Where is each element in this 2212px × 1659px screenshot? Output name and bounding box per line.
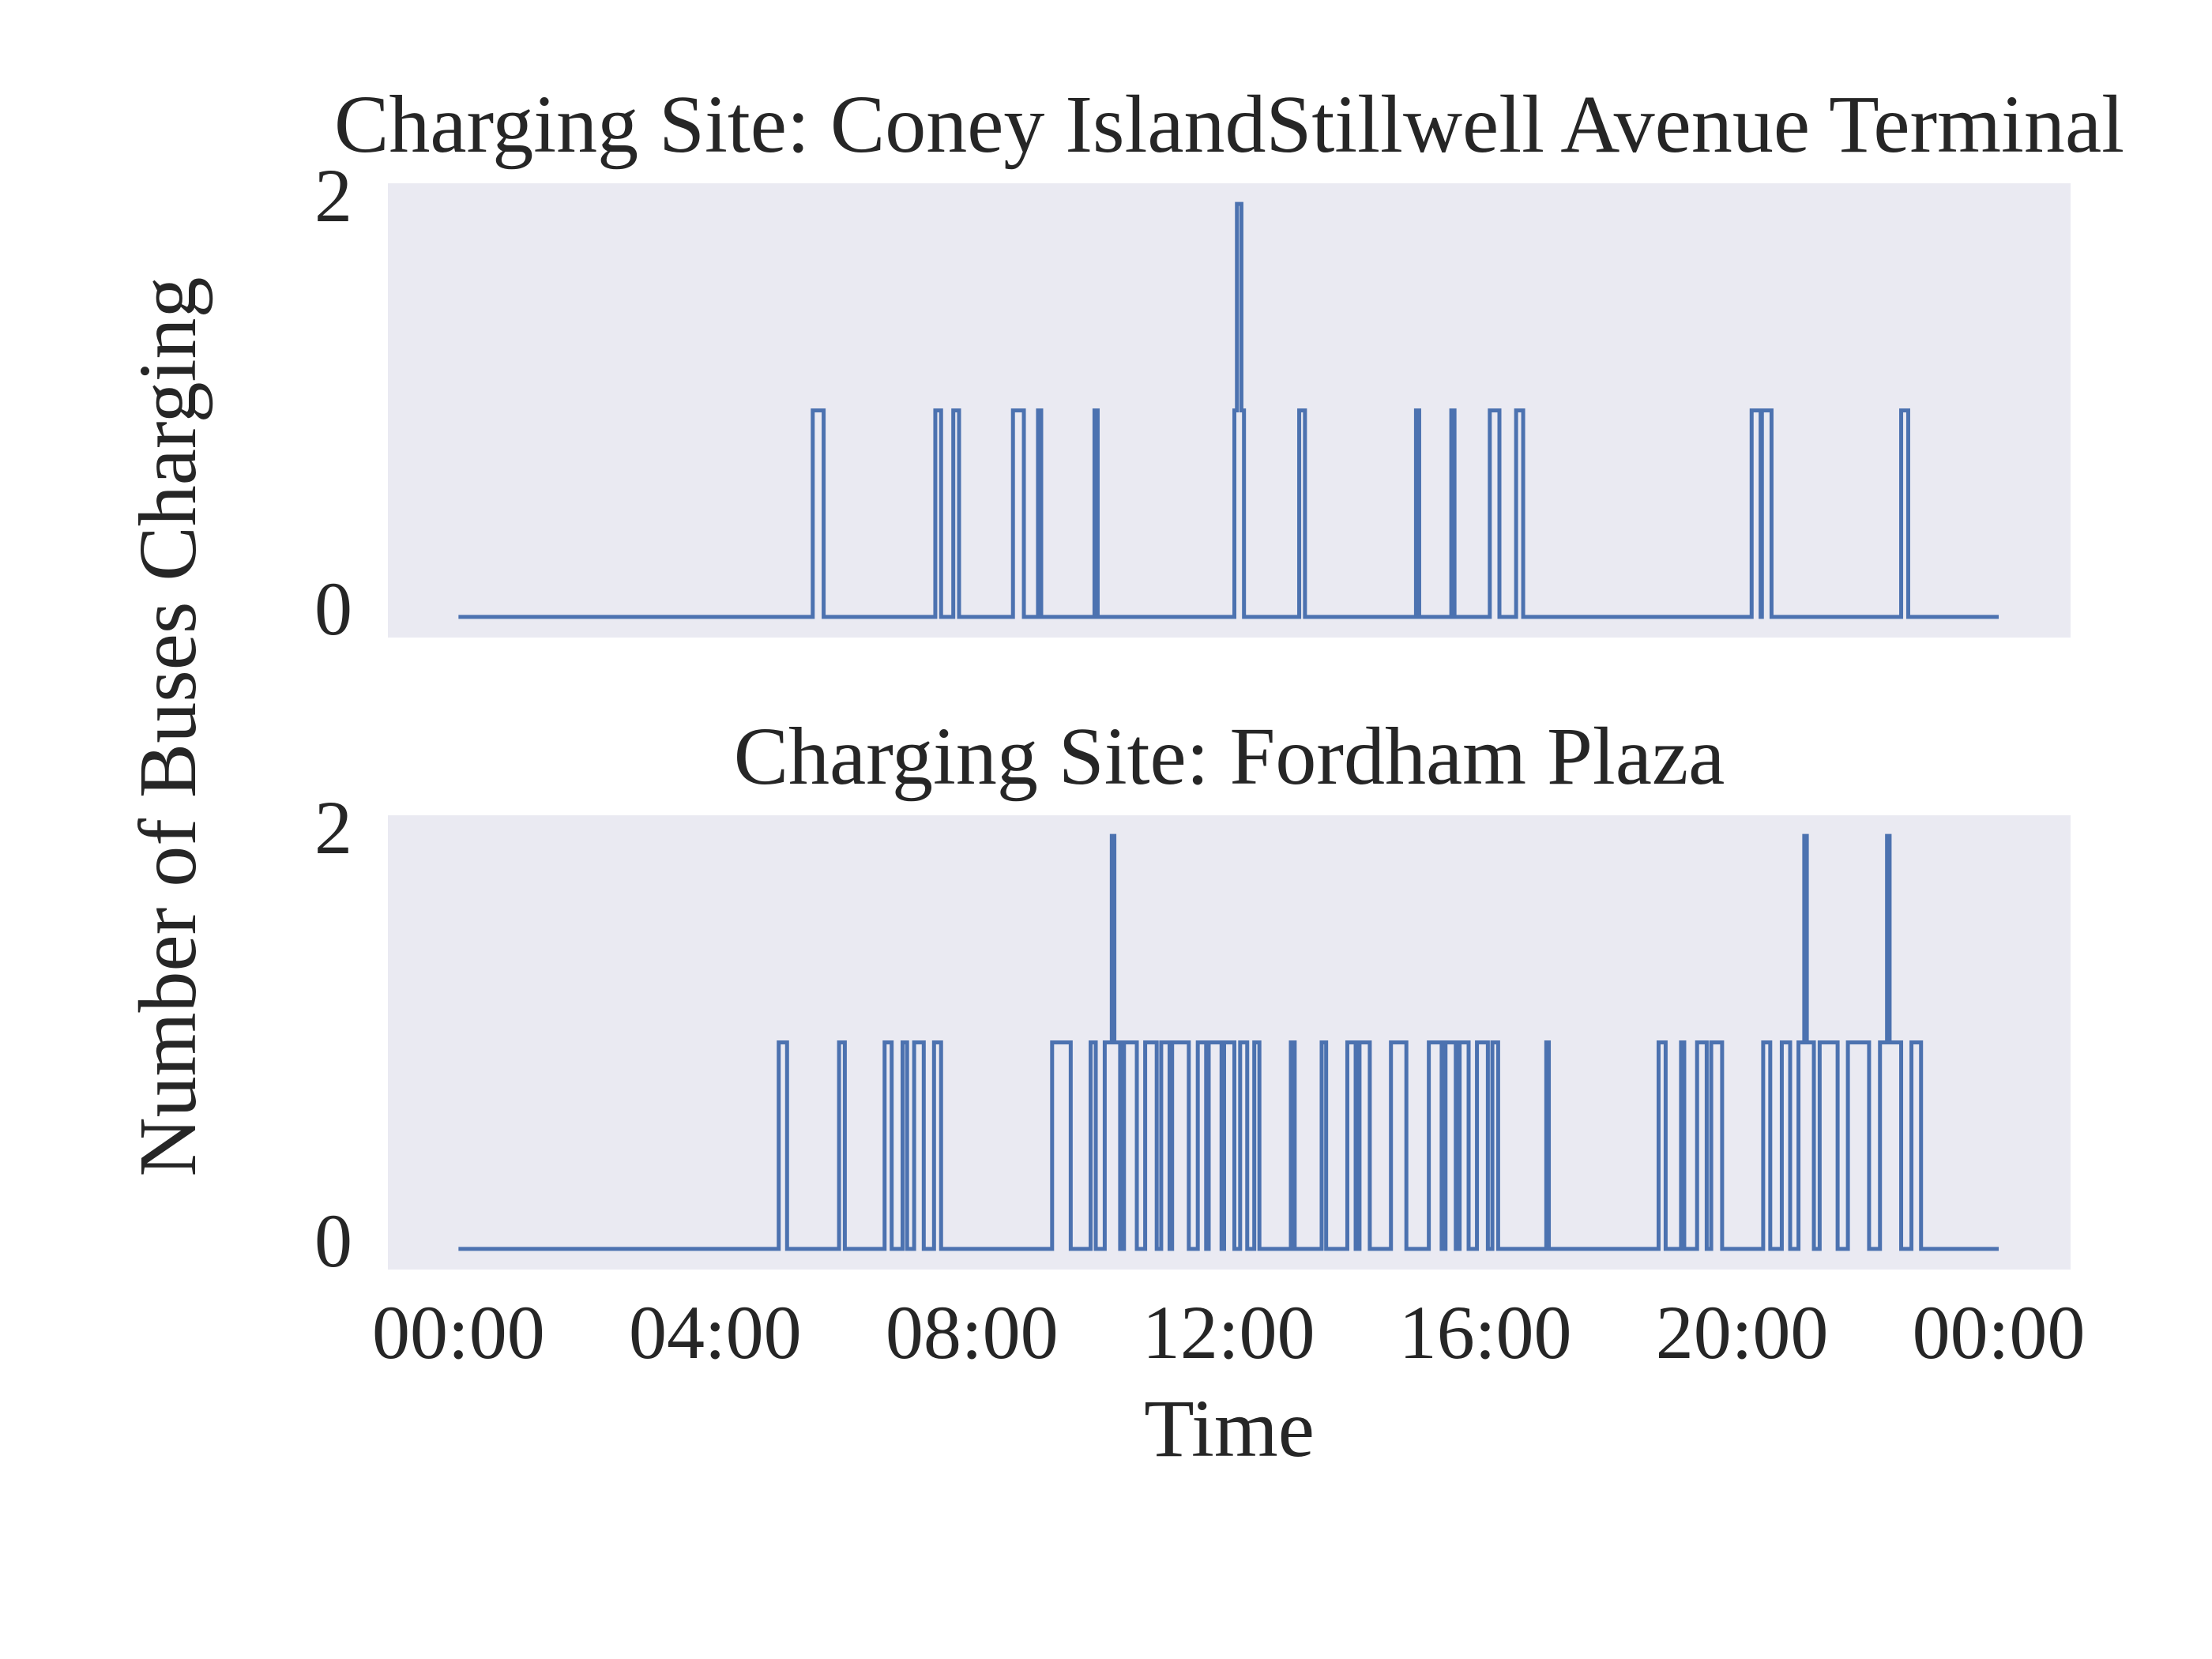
plot-background — [388, 183, 2071, 638]
x-axis-label: Time — [1144, 1383, 1315, 1474]
chart-title: Charging Site: Coney IslandStillwell Ave… — [334, 79, 2124, 170]
y-tick-label: 0 — [314, 566, 352, 651]
chart-title: Charging Site: Fordham Plaza — [734, 711, 1725, 802]
y-tick-label: 2 — [314, 153, 352, 238]
data-line — [458, 833, 1999, 1251]
y-axis-label: Number of Buses Charging — [122, 276, 213, 1176]
data-line — [458, 201, 1999, 619]
x-tick-label: 08:00 — [886, 1290, 1059, 1375]
x-tick-label: 20:00 — [1656, 1290, 1829, 1375]
y-tick-label: 2 — [314, 785, 352, 870]
x-tick-label: 00:00 — [1913, 1290, 2086, 1375]
x-tick-label: 04:00 — [629, 1290, 802, 1375]
x-tick-label: 00:00 — [372, 1290, 545, 1375]
y-tick-label: 0 — [314, 1198, 352, 1283]
x-tick-label: 16:00 — [1399, 1290, 1572, 1375]
x-tick-label: 12:00 — [1142, 1290, 1315, 1375]
